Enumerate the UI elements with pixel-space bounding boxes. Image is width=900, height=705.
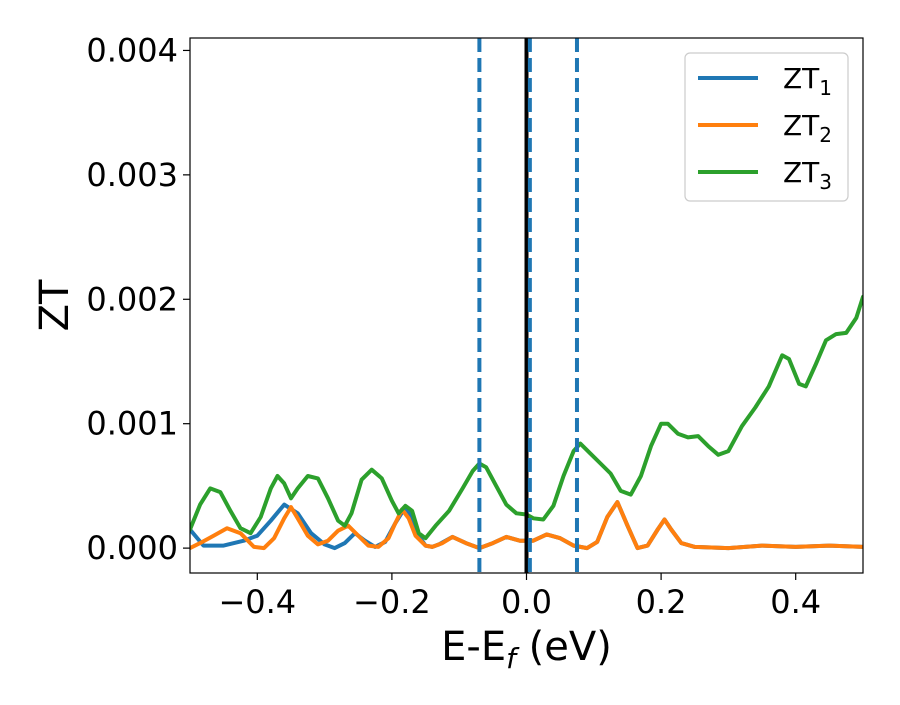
series-line-3: [190, 294, 863, 541]
x-axis-label-base: E-E: [441, 624, 506, 670]
legend-box: [684, 52, 849, 202]
legend-label-subscript: 2: [819, 123, 832, 147]
x-tick-label: −0.2: [353, 583, 431, 621]
series-line-2: [190, 500, 863, 551]
x-tick-label: −0.4: [218, 583, 296, 621]
legend-label-subscript: 3: [819, 170, 832, 194]
reference-lines-layer: [477, 38, 579, 573]
y-tick-label: 0.001: [86, 405, 178, 443]
legend-label-base: ZT: [783, 109, 820, 142]
y-tick-label: 0.004: [86, 31, 178, 69]
y-tick-label: 0.002: [86, 280, 178, 318]
x-tick-label: 0.2: [636, 583, 687, 621]
y-tick-label: 0.003: [86, 156, 178, 194]
x-axis-ticks: −0.4 −0.2 0.0 0.2 0.4: [218, 573, 821, 621]
y-axis-label: ZT: [32, 279, 78, 331]
legend-label-base: ZT: [783, 156, 820, 189]
x-axis-label: E-Ef (eV): [441, 624, 612, 675]
series-layer: [190, 294, 863, 551]
legend-label-2: ZT2: [783, 109, 832, 147]
y-axis-ticks: 0.000 0.001 0.002 0.003 0.004: [86, 31, 190, 567]
y-tick-label: 0.000: [86, 529, 178, 567]
legend-label-subscript: 1: [819, 76, 832, 100]
x-tick-label: 0.4: [770, 583, 821, 621]
x-axis-label-suffix: (eV): [516, 624, 612, 670]
legend-label-base: ZT: [783, 62, 820, 95]
x-tick-label: 0.0: [501, 583, 552, 621]
legend-label-3: ZT3: [783, 156, 832, 194]
legend-label-1: ZT1: [783, 62, 832, 100]
